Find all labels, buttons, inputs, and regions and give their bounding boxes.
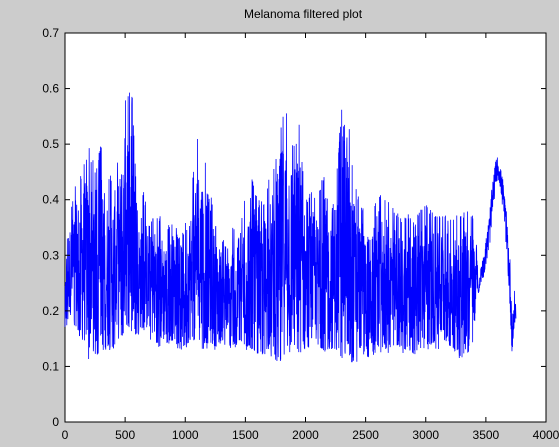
x-tick-label: 0 — [62, 428, 69, 442]
x-tick-label: 500 — [115, 428, 135, 442]
x-tick-label: 3000 — [412, 428, 439, 442]
y-tick-label: 0.4 — [42, 193, 59, 207]
y-tick-label: 0.2 — [42, 304, 59, 318]
x-tick-label: 1000 — [172, 428, 199, 442]
y-tick-label: 0 — [52, 415, 59, 429]
series-line — [64, 92, 517, 363]
x-tick-label: 1500 — [232, 428, 259, 442]
y-tick-label: 0.1 — [42, 359, 59, 373]
x-tick-label: 4000 — [533, 428, 559, 442]
y-tick-label: 0.5 — [42, 137, 59, 151]
tick-labels: 0 500 1000 1500 2000 2500 3000 3500 4000 0 0.1 0.2 0… — [42, 26, 559, 442]
chart-title: Melanoma filtered plot — [244, 7, 363, 21]
series-layer — [64, 92, 517, 363]
ticks-layer — [64, 32, 547, 423]
y-tick-label: 0.6 — [42, 82, 59, 96]
y-tick-label: 0.3 — [42, 248, 59, 262]
y-tick-label: 0.7 — [42, 26, 59, 40]
x-tick-label: 3500 — [473, 428, 500, 442]
x-tick-label: 2000 — [292, 428, 319, 442]
x-tick-label: 2500 — [352, 428, 379, 442]
